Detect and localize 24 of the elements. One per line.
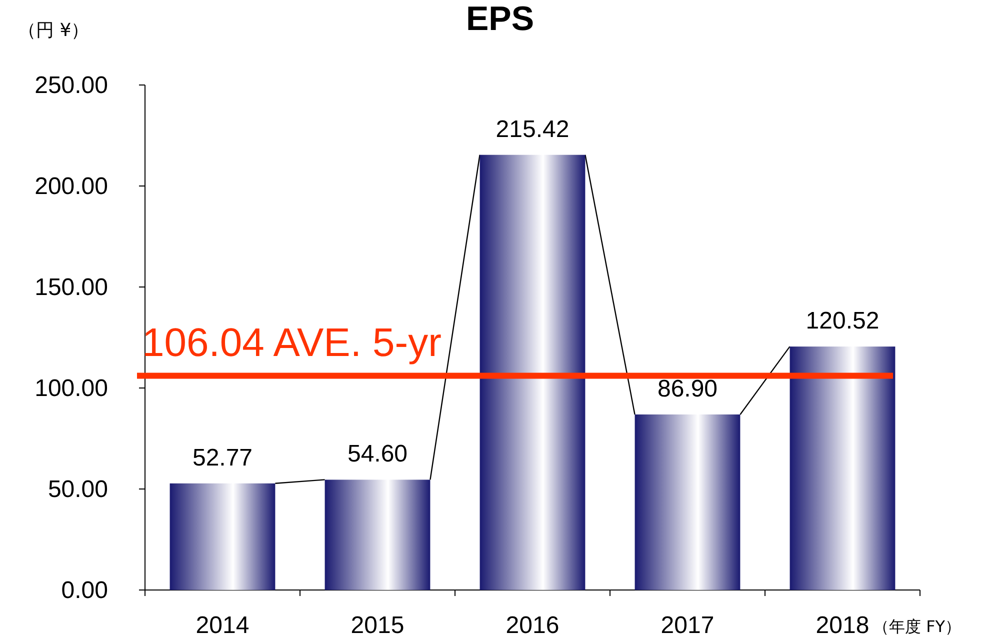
y-axis-title: （円 ¥） xyxy=(18,20,90,41)
x-tick-label: 2018 xyxy=(816,612,870,635)
bar xyxy=(170,483,276,590)
data-label: 120.52 xyxy=(806,308,880,335)
y-tick-label: 0.00 xyxy=(61,577,108,604)
data-label: 215.42 xyxy=(496,116,570,143)
y-tick-label: 50.00 xyxy=(48,476,108,503)
bar xyxy=(480,154,586,590)
bar xyxy=(324,480,430,590)
chart-title: EPS xyxy=(466,0,534,38)
x-tick-label: 2017 xyxy=(660,612,714,635)
y-tick-label: 150.00 xyxy=(34,274,108,301)
y-tick-label: 100.00 xyxy=(34,375,108,402)
data-label: 52.77 xyxy=(192,444,253,472)
y-tick-label: 250.00 xyxy=(34,72,108,99)
y-tick-label: 200.00 xyxy=(34,173,108,200)
data-label: 86.90 xyxy=(657,375,718,402)
x-axis-title: （年度 FY） xyxy=(873,617,962,635)
data-label: 54.60 xyxy=(347,440,408,468)
bar xyxy=(634,414,740,590)
x-tick-label: 2015 xyxy=(350,612,404,635)
x-tick-label: 2014 xyxy=(196,612,250,635)
x-tick-label: 2016 xyxy=(506,612,560,635)
bar xyxy=(790,346,896,590)
